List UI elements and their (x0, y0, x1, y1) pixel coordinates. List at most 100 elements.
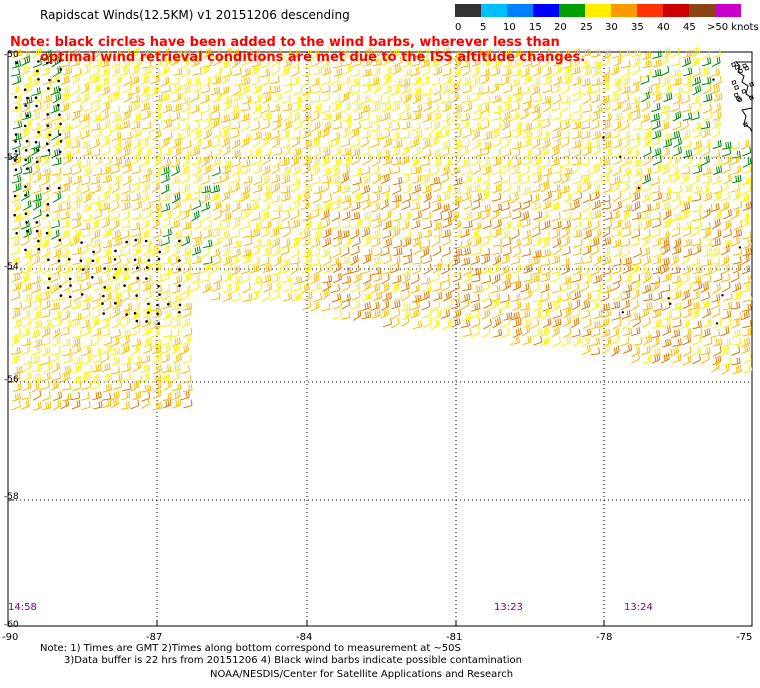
wind-barb (271, 182, 281, 194)
barb-feather (638, 132, 641, 139)
wind-barb (60, 75, 70, 85)
wind-barb (193, 113, 203, 122)
barb-feather (628, 102, 631, 109)
barb-feather (317, 111, 320, 118)
barb-feather (400, 176, 403, 183)
wind-barb (491, 94, 502, 104)
barb-feather (646, 101, 649, 108)
wind-barb (180, 96, 191, 105)
barb-staff (602, 145, 612, 150)
barb-staff (632, 80, 642, 86)
barb-feather (108, 145, 111, 152)
barb-feather (117, 122, 120, 129)
wind-barb (190, 77, 200, 87)
barb-feather (367, 112, 370, 119)
wind-barb (140, 102, 150, 112)
barb-feather (76, 74, 79, 81)
barb-staff (463, 54, 472, 58)
barb-feather (119, 113, 122, 120)
barb-feather (628, 76, 631, 83)
barb-feather (453, 167, 456, 174)
wind-barb (530, 193, 540, 204)
barb-staff (91, 153, 101, 158)
barb-feather (438, 176, 441, 183)
barb-staff (72, 135, 81, 141)
barb-feather (88, 167, 91, 174)
barb-staff (702, 109, 712, 114)
barb-staff (602, 118, 612, 123)
barb-staff (31, 170, 40, 176)
barb-staff (552, 127, 562, 132)
wind-barb (390, 131, 400, 141)
barb-feather (700, 165, 703, 172)
barb-feather (387, 150, 390, 157)
barb-feather (456, 122, 459, 129)
wind-barb (23, 75, 32, 87)
barb-feather (596, 146, 599, 153)
wind-barb (203, 164, 212, 176)
barb-feather (335, 113, 338, 120)
wind-barb (83, 192, 92, 204)
barb-staff (340, 97, 350, 103)
wind-barb (400, 174, 410, 185)
barb-feather (598, 66, 601, 73)
barb-feather (517, 87, 520, 94)
wind-barb (601, 194, 611, 204)
barb-feather (67, 75, 70, 82)
barb-feather (145, 193, 147, 200)
barb-feather (650, 122, 653, 129)
barb-feather (105, 175, 108, 182)
barb-feather (265, 113, 268, 120)
barb-staff (70, 145, 80, 149)
barb-feather (155, 49, 158, 56)
wind-barb (40, 67, 50, 77)
barb-feather (323, 129, 326, 136)
barb-feather (457, 58, 460, 65)
wind-barb (612, 165, 622, 177)
barb-feather (26, 103, 29, 110)
barb-feather (486, 132, 489, 139)
barb-feather (217, 192, 220, 199)
barb-feather (314, 122, 317, 129)
barb-staff (551, 89, 561, 94)
barb-feather (385, 193, 388, 200)
barb-feather (385, 150, 388, 157)
wind-barb (441, 47, 451, 58)
barb-staff (512, 163, 521, 168)
wind-barb (671, 57, 681, 67)
barb-feather (37, 47, 40, 55)
barb-feather (388, 156, 390, 164)
wind-barb (340, 172, 349, 184)
barb-feather (708, 121, 711, 128)
barb-feather (439, 194, 442, 201)
wind-barb (462, 65, 471, 77)
wind-barb (152, 111, 162, 122)
barb-staff (522, 154, 532, 159)
barb-staff (641, 97, 650, 103)
barb-feather (133, 66, 136, 73)
barb-staff (330, 80, 340, 86)
barb-feather (420, 130, 423, 137)
wind-barb (191, 121, 200, 132)
wind-barb (32, 58, 42, 68)
wind-barb (491, 112, 502, 121)
barb-staff (81, 153, 91, 157)
barb-staff (290, 82, 300, 86)
barb-feather (530, 122, 533, 129)
barb-feather (307, 103, 309, 110)
barb-feather (657, 93, 660, 100)
barb-feather (556, 130, 559, 137)
barb-feather (89, 147, 92, 155)
wind-barb (332, 111, 342, 122)
barb-feather (447, 158, 450, 165)
barb-staff (652, 161, 662, 166)
barb-feather (415, 157, 418, 165)
barb-feather (608, 119, 611, 126)
barb-feather (745, 193, 748, 200)
wind-barb (371, 102, 381, 113)
wind-barb (152, 147, 162, 159)
barb-feather (124, 60, 127, 67)
barb-feather (285, 130, 288, 137)
wind-barb (210, 49, 220, 58)
barb-staff (680, 125, 689, 131)
